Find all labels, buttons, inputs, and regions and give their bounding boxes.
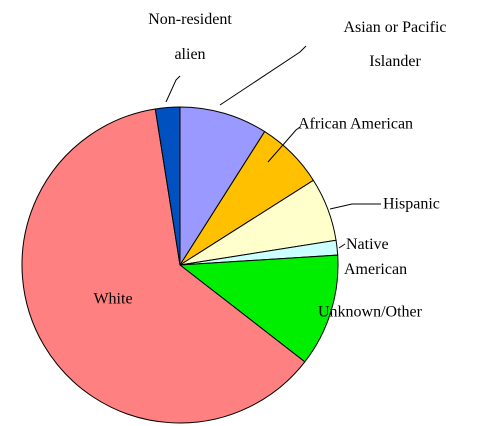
label-line: Asian or Pacific (343, 19, 446, 36)
leader-line (267, 126, 301, 163)
pie-slice (179, 106, 266, 267)
label-line: Native (346, 236, 389, 253)
slice-label: Native American (344, 236, 407, 278)
label-line: alien (174, 46, 205, 63)
pie-slice (154, 106, 181, 266)
pie-slice (178, 254, 339, 363)
slice-label: Asian or Pacific Islander (343, 19, 446, 70)
label-line: American (344, 261, 407, 278)
leader-line (329, 203, 381, 210)
leader-line (165, 75, 181, 103)
leader-line (338, 243, 346, 249)
slice-label: Unknown/Other (318, 304, 423, 321)
slice-label: Non-resident alien (148, 11, 232, 63)
slice-label: Hispanic (383, 196, 440, 213)
label-line: Non-resident (148, 11, 232, 28)
slice-label: African American (298, 116, 413, 133)
leader-line (219, 45, 307, 106)
pie-slice (21, 108, 306, 424)
label-line: Islander (369, 53, 421, 70)
slice-label: White (93, 291, 132, 308)
